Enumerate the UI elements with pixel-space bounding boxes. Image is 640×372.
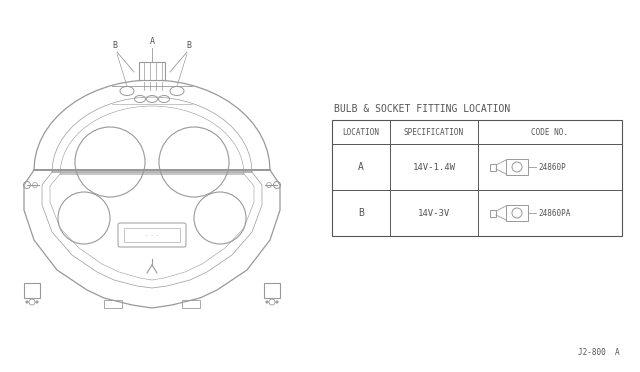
Text: LOCATION: LOCATION	[342, 128, 380, 137]
Text: A: A	[150, 37, 154, 46]
Bar	[490, 209, 496, 217]
Text: B: B	[113, 41, 118, 50]
Text: A: A	[358, 162, 364, 172]
Bar	[506, 159, 528, 175]
Text: 14V-3V: 14V-3V	[418, 208, 450, 218]
Text: 14V-1.4W: 14V-1.4W	[413, 163, 456, 171]
Text: B: B	[186, 41, 191, 50]
Bar	[182, 300, 200, 308]
Bar	[124, 228, 180, 242]
Circle shape	[36, 301, 38, 303]
Bar	[332, 120, 622, 236]
Bar	[104, 300, 122, 308]
Text: CODE NO.: CODE NO.	[531, 128, 568, 137]
Circle shape	[276, 301, 278, 303]
Text: 24860P: 24860P	[538, 163, 566, 171]
Text: J2-800  A: J2-800 A	[579, 348, 620, 357]
Bar	[490, 164, 496, 170]
Text: B: B	[358, 208, 364, 218]
Text: - - -: - - -	[145, 232, 159, 237]
Circle shape	[266, 301, 268, 303]
Text: SPECIFICATION: SPECIFICATION	[404, 128, 464, 137]
Bar	[24, 283, 40, 298]
Bar	[506, 205, 528, 221]
Text: BULB & SOCKET FITTING LOCATION: BULB & SOCKET FITTING LOCATION	[334, 104, 510, 114]
Circle shape	[26, 301, 28, 303]
Bar	[139, 62, 165, 80]
Text: 24860PA: 24860PA	[538, 208, 570, 218]
Bar	[264, 283, 280, 298]
